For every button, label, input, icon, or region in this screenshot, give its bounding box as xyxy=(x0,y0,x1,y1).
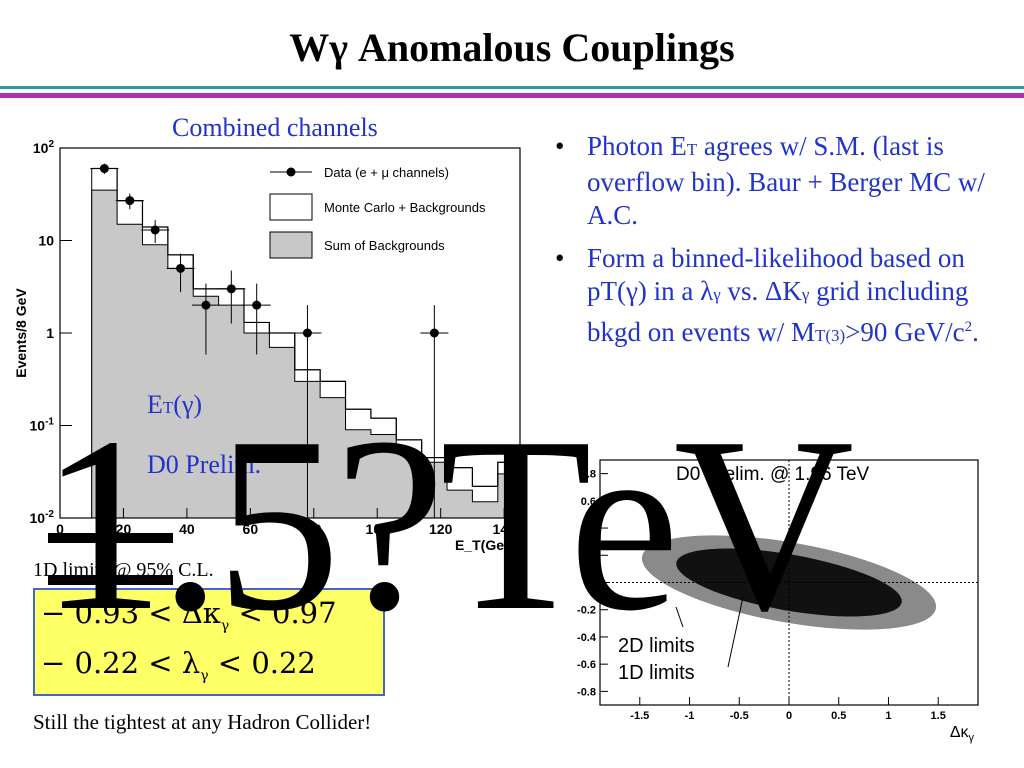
y-tick-label: 0.8 xyxy=(581,469,596,481)
data-point xyxy=(125,196,135,206)
subtitle: Combined channels xyxy=(172,113,378,142)
x-tick-label: 0 xyxy=(786,710,792,722)
y-axis-label: Events/8 GeV xyxy=(13,288,29,378)
overlay-big-text: 1.5?TeV xyxy=(40,386,854,663)
legend-mc-swatch xyxy=(269,193,313,221)
y-tick-label: -0.2 xyxy=(577,605,596,617)
x-tick-label: 120 xyxy=(429,521,453,537)
b2-p2: vs. ΔK xyxy=(720,276,802,306)
b1-p0: Photon E xyxy=(587,131,687,161)
y-tick-label: 0 xyxy=(590,578,596,590)
pointer-1d xyxy=(727,596,744,668)
y-tick-label: 10-1 xyxy=(30,417,55,434)
limits-box: − 0.93 < Δκγ < 0.97 − 0.22 < λγ < 0.22 xyxy=(33,588,385,696)
b2-p3: γ xyxy=(801,285,810,304)
data-point xyxy=(429,328,439,338)
et-histogram: 0 20 40 60 80 100 120 140E_T(GeV)10-210-1110102… xyxy=(13,139,521,553)
data-point xyxy=(99,164,109,174)
contour-plot: -1.5 -1 -0.5 0 0.5 1 1.5 0.8 0.6 0.4 0.2 0 -0.2 -0.4 -… xyxy=(577,459,979,744)
b2-p8: . xyxy=(972,317,979,347)
x-tick-label: 1 xyxy=(885,710,891,722)
legend-data-marker xyxy=(286,167,296,177)
y-tick-label: 102 xyxy=(33,139,55,156)
y-tick-label: 10 xyxy=(38,233,54,249)
b1-p1: T xyxy=(686,140,698,159)
annotation-2d: 2D limits xyxy=(618,635,695,657)
x-tick-label: -0.5 xyxy=(730,710,749,722)
y-tick-label: -0.4 xyxy=(577,632,597,644)
mc-step-line xyxy=(91,167,520,487)
x-axis-label: E_T(GeV) xyxy=(455,537,518,553)
slide-title: Wγ Anomalous Couplings xyxy=(289,25,735,70)
x-tick-label: -1 xyxy=(685,710,695,722)
pointer-2d xyxy=(675,606,684,628)
d0-prelim-label: D0 Prelim. xyxy=(147,450,262,479)
et-gamma-label: ET(γ) xyxy=(147,390,203,419)
x-axis-label: Δκγ xyxy=(950,724,975,744)
legend-bkg-label: Sum of Backgrounds xyxy=(324,238,445,253)
bullet-dot-icon: • xyxy=(555,131,565,161)
data-point xyxy=(302,328,312,338)
y-tick-label: 0.6 xyxy=(581,496,596,508)
y-tick-label: -0.8 xyxy=(577,686,596,698)
bullet-2: • Form a binned-likelihood based on pT(γ)… xyxy=(555,242,1015,352)
x-tick-label: 0 xyxy=(56,521,64,537)
b2-p0: Form a binned-likelihood based on pT(γ) … xyxy=(587,243,965,306)
tightest-note: Still the tightest at any Hadron Collide… xyxy=(33,710,372,734)
data-point xyxy=(226,284,236,294)
kappa-limit: − 0.93 < Δκγ < 0.97 xyxy=(41,596,337,634)
y-tick-label: 10-2 xyxy=(30,509,55,526)
title-rule-purple xyxy=(0,93,1024,98)
contour-title: D0 Prelim. @ 1.96 TeV xyxy=(676,464,870,485)
b2-p5: T(3) xyxy=(814,326,846,345)
b2-p4: grid including bkgd on events w/ M xyxy=(587,276,969,347)
x-tick-label: 100 xyxy=(366,521,390,537)
data-point xyxy=(201,300,211,310)
data-point xyxy=(252,300,262,310)
overlay-bar-bottom xyxy=(48,575,173,585)
x-tick-label: 80 xyxy=(306,521,322,537)
y-tick-label: 0.2 xyxy=(581,550,596,562)
bullet-list: • Photon ET agrees w/ S.M. (last is overf… xyxy=(555,130,1015,362)
b2-p6: >90 GeV/c xyxy=(845,317,965,347)
bullet-dot-icon: • xyxy=(555,243,565,273)
legend-data-label: Data (e + μ channels) xyxy=(324,165,449,180)
y-tick-label: 0.4 xyxy=(581,523,597,535)
x-tick-label: 1.5 xyxy=(931,710,946,722)
x-tick-label: 40 xyxy=(179,521,195,537)
b1-p2: agrees w/ S.M. (last is overflow bin). B… xyxy=(587,131,985,230)
overlay-bar-top xyxy=(48,533,173,543)
b2-p1: γ xyxy=(713,285,721,304)
legend-mc-label: Monte Carlo + Backgrounds xyxy=(324,200,486,215)
x-tick-label: 60 xyxy=(243,521,259,537)
legend-bkg-swatch xyxy=(269,231,313,259)
data-point xyxy=(150,225,160,235)
x-tick-label: -1.5 xyxy=(630,710,649,722)
annotation-1d: 1D limits xyxy=(618,662,695,684)
y-tick-label: 1 xyxy=(46,325,54,341)
title-rule-teal xyxy=(0,86,1024,89)
lambda-limit: − 0.22 < λγ < 0.22 xyxy=(41,646,316,684)
x-tick-label: 0.5 xyxy=(831,710,846,722)
b2-p7: 2 xyxy=(964,319,973,335)
data-point xyxy=(176,263,186,273)
x-tick-label: 140 xyxy=(492,521,516,537)
bullet-1: • Photon ET agrees w/ S.M. (last is overf… xyxy=(555,130,1015,232)
y-tick-label: -0.6 xyxy=(577,659,596,671)
